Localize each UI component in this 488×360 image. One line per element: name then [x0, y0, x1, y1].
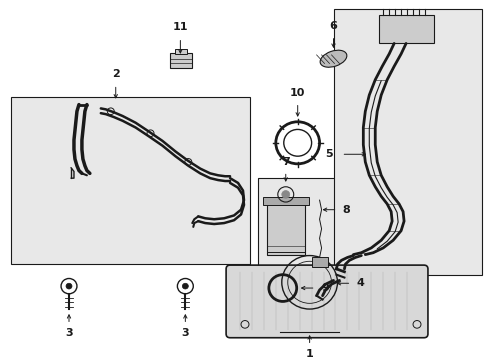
Bar [175, 49, 187, 54]
Text: 7: 7 [281, 157, 289, 167]
Bar [311, 257, 327, 267]
Text: 8: 8 [342, 205, 350, 215]
Circle shape [281, 190, 289, 198]
Text: 10: 10 [289, 87, 305, 98]
Text: 9: 9 [320, 283, 328, 293]
Bar [263, 197, 308, 205]
Bar [334, 9, 481, 275]
Bar [266, 202, 304, 255]
Text: 2: 2 [112, 69, 120, 79]
Text: 3: 3 [65, 328, 73, 338]
Text: 6: 6 [329, 21, 337, 31]
Text: 4: 4 [356, 278, 364, 288]
Bar [257, 178, 376, 272]
Ellipse shape [320, 50, 346, 67]
Text: 3: 3 [181, 328, 189, 338]
Text: 1: 1 [305, 350, 313, 359]
Bar [170, 53, 192, 68]
Circle shape [66, 283, 72, 289]
Text: 11: 11 [172, 22, 188, 32]
Text: 5: 5 [325, 149, 332, 159]
Circle shape [182, 283, 188, 289]
FancyBboxPatch shape [225, 265, 427, 338]
Bar [11, 97, 249, 264]
Bar [379, 15, 433, 44]
